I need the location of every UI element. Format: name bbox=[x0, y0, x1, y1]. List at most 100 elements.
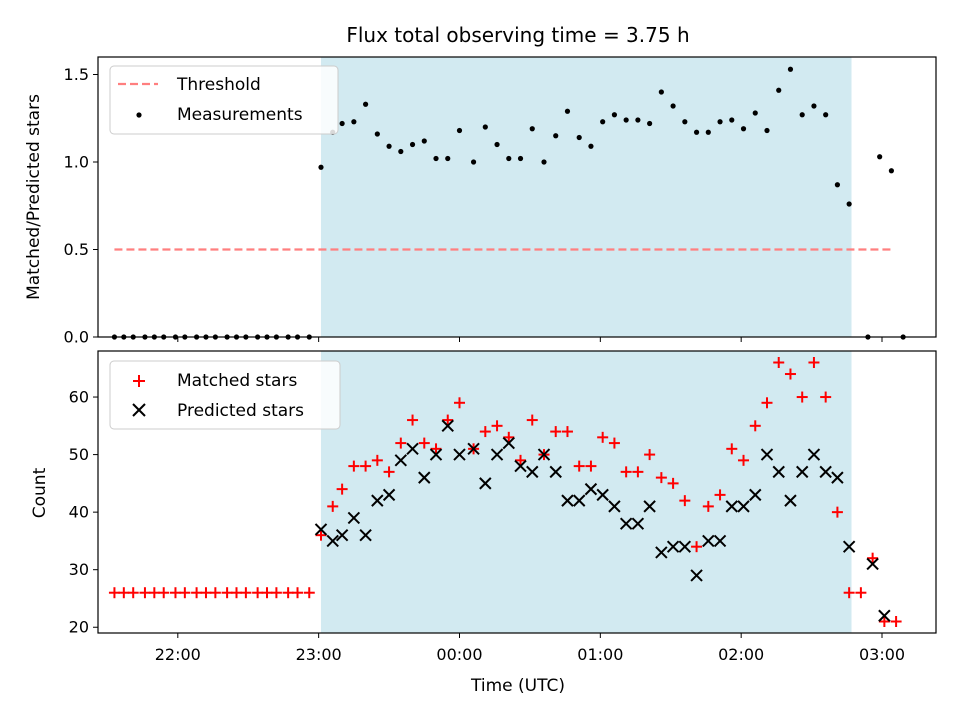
predicted-stars-point-d2 bbox=[526, 465, 539, 479]
predicted-stars-point bbox=[549, 465, 562, 479]
matched-stars-point bbox=[179, 587, 191, 599]
matched-stars-point bbox=[890, 615, 902, 627]
bottom-plot-marks bbox=[108, 357, 902, 627]
predicted-stars-point bbox=[572, 494, 586, 507]
matched-stars-point bbox=[371, 454, 383, 466]
matched-stars-point bbox=[679, 495, 691, 507]
measurements-point bbox=[409, 141, 416, 148]
top-x-ticks bbox=[177, 337, 883, 342]
chart-title: Flux total observing time = 3.75 h bbox=[346, 23, 689, 47]
measurements-point bbox=[799, 112, 805, 118]
predicted-stars-point bbox=[737, 500, 750, 513]
matched-stars-point bbox=[418, 437, 430, 449]
measurements-point bbox=[541, 159, 547, 165]
top-y-axis-label: Matched/Predicted stars bbox=[24, 94, 44, 300]
predicted-stars-point-d2 bbox=[678, 540, 692, 553]
top-y-tick-label: 1.5 bbox=[64, 65, 89, 84]
predicted-stars-point bbox=[441, 419, 454, 433]
matched-stars-point bbox=[820, 391, 832, 403]
predicted-stars-point-d2 bbox=[584, 482, 598, 496]
matched-stars-point bbox=[855, 587, 867, 599]
top-y-tick-label: 0.5 bbox=[64, 240, 89, 259]
legend-measurements-label: Measurements bbox=[177, 105, 303, 125]
bottom-x-ticks: 22:00 23:00 00:00 01:00 02:00 03:00 bbox=[155, 633, 905, 664]
predicted-stars-point-d2 bbox=[596, 488, 609, 502]
predicted-stars-point bbox=[406, 442, 419, 456]
matched-stars-point bbox=[714, 489, 726, 501]
predicted-stars-point bbox=[666, 540, 680, 553]
bottom-panel: 20 30 40 50 60 22:00 23:00 00:00 01:00 02:00 03:0… bbox=[30, 350, 937, 696]
measurements-point bbox=[717, 119, 723, 125]
predicted-stars-point-d2 bbox=[690, 569, 703, 582]
measurements-point bbox=[433, 155, 439, 162]
matched-stars-point bbox=[808, 357, 820, 369]
predicted-stars-point-d2 bbox=[371, 494, 384, 507]
predicted-stars-point bbox=[326, 534, 339, 548]
predicted-stars-point-d2 bbox=[866, 557, 879, 571]
matched-stars-point bbox=[430, 443, 442, 455]
matched-stars-point bbox=[261, 587, 273, 599]
predicted-stars-point-d2 bbox=[326, 534, 339, 548]
measurements-point bbox=[421, 138, 427, 144]
predicted-stars-point bbox=[561, 494, 574, 507]
measurements-point bbox=[362, 101, 369, 107]
legend-predicted-label: Predicted stars bbox=[177, 401, 304, 421]
matched-stars-point bbox=[221, 587, 233, 599]
predicted-stars-point bbox=[314, 523, 328, 536]
matched-stars-point bbox=[831, 506, 843, 518]
predicted-stars-point bbox=[584, 482, 598, 496]
matched-stars-point bbox=[303, 587, 315, 599]
predicted-stars-point-d2 bbox=[314, 523, 328, 536]
predicted-stars-point-d2 bbox=[655, 546, 668, 559]
predicted-stars-point bbox=[749, 488, 762, 502]
predicted-stars-point bbox=[690, 569, 703, 582]
measurements-point bbox=[576, 134, 582, 141]
matched-stars-point bbox=[453, 397, 465, 409]
predicted-stars-point-d2 bbox=[429, 448, 443, 461]
top-y-tick-label: 0.0 bbox=[64, 328, 89, 347]
matched-stars-point bbox=[726, 443, 738, 455]
top-legend-box bbox=[109, 65, 339, 135]
predicted-stars-point bbox=[608, 500, 621, 513]
predicted-stars-point-d2 bbox=[537, 448, 551, 461]
bottom-legend-box bbox=[109, 360, 341, 430]
x-axis-label: Time (UTC) bbox=[470, 676, 565, 696]
measurements-point bbox=[482, 124, 488, 130]
measurements-point bbox=[647, 120, 653, 127]
legend-matched-swatch bbox=[133, 375, 145, 387]
matched-stars-point bbox=[702, 500, 714, 512]
predicted-stars-point-d2 bbox=[760, 448, 774, 461]
predicted-stars-point bbox=[842, 540, 856, 553]
measurements-point bbox=[623, 117, 629, 123]
predicted-stars-point bbox=[596, 488, 609, 502]
matched-stars-point bbox=[749, 420, 761, 432]
measurements-point bbox=[611, 112, 618, 118]
predicted-stars-point bbox=[429, 448, 443, 461]
predicted-stars-point bbox=[502, 436, 515, 450]
matched-stars-point bbox=[252, 587, 264, 599]
predicted-stars-point-d2 bbox=[878, 609, 891, 622]
predicted-stars-point-d2 bbox=[643, 500, 656, 513]
top-y-tick-label: 1.0 bbox=[64, 153, 89, 172]
matched-stars-point bbox=[209, 587, 221, 599]
predicted-stars-point-d2 bbox=[713, 534, 727, 548]
matched-stars-point bbox=[526, 414, 538, 426]
measurements-point bbox=[529, 126, 535, 132]
matched-stars-point bbox=[191, 587, 203, 599]
bottom-y-ticks: 20 30 40 50 60 bbox=[69, 388, 98, 637]
predicted-stars-point bbox=[479, 477, 492, 490]
predicted-stars-point-d2 bbox=[666, 540, 680, 553]
predicted-stars-point-d2 bbox=[359, 528, 372, 542]
matched-stars-point bbox=[158, 587, 170, 599]
predicted-stars-point bbox=[878, 609, 891, 622]
predicted-stars-point-d2 bbox=[842, 540, 856, 553]
bottom-y-tick-label: 40 bbox=[69, 503, 89, 522]
measurements-point bbox=[693, 129, 700, 135]
predicted-stars-point bbox=[619, 517, 633, 530]
predicted-stars-point-d2 bbox=[467, 442, 480, 456]
measurements-point bbox=[823, 112, 829, 118]
predicted-stars-point bbox=[784, 494, 797, 507]
top-plot-marks bbox=[111, 66, 906, 340]
predicted-stars-point-d2 bbox=[608, 500, 621, 513]
